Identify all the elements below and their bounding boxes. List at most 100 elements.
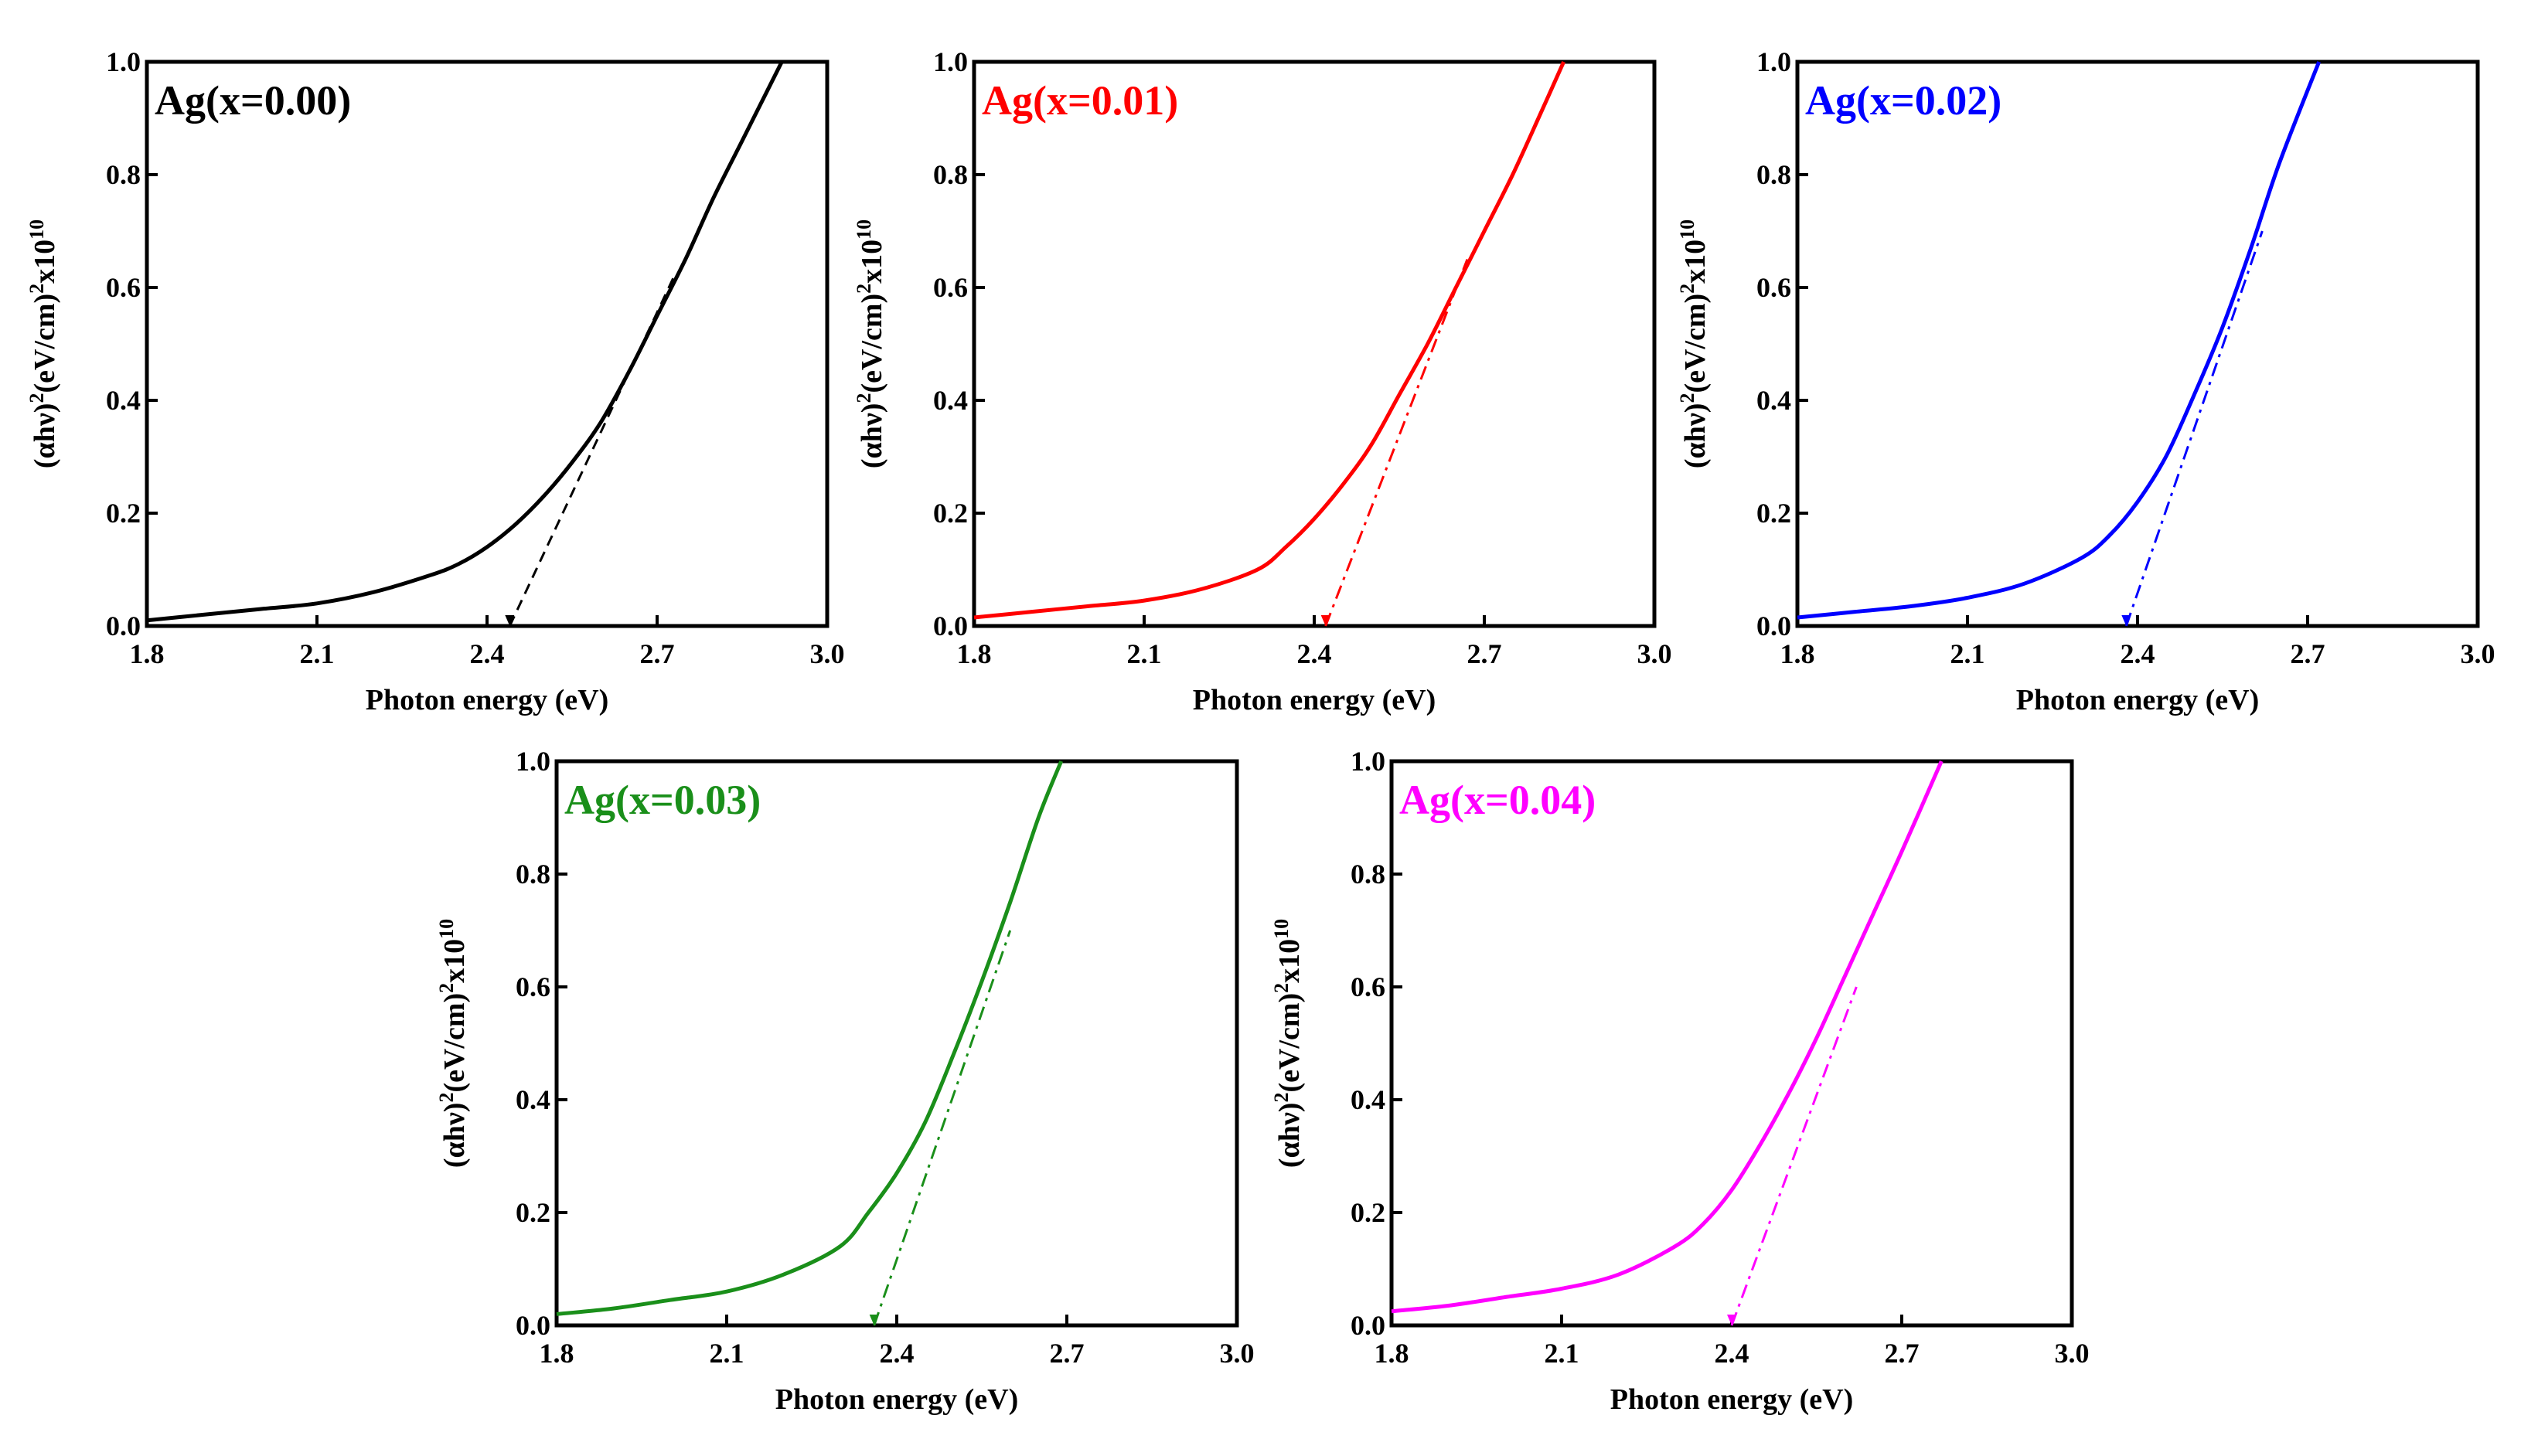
- y-axis-title-text: x10: [1679, 240, 1712, 284]
- y-axis-title: (αhν)2(eV/cm)2x1010: [853, 219, 889, 468]
- y-axis-title-text: (αhν): [438, 1103, 471, 1169]
- y-tick-label: 0.4: [933, 385, 968, 416]
- y-axis-title-text: (eV/cm): [29, 294, 61, 393]
- y-tick-label: 0.4: [106, 385, 141, 416]
- y-axis-title-text: x10: [29, 240, 61, 284]
- intercept-marker: [505, 615, 515, 626]
- y-tick-label: 0.0: [1351, 1310, 1385, 1341]
- y-axis-title-superscript: 10: [435, 919, 458, 939]
- intercept-marker: [869, 1315, 879, 1325]
- absorption-curve: [556, 760, 1064, 1316]
- plot-frame: [972, 60, 1657, 628]
- chart-panel-0: 1.8 2.1 2.4 2.7 3.0 0.0 0.2 0.4 0.6 0.8 1.0 Photon …: [26, 46, 845, 716]
- plot-frame: [1389, 759, 2074, 1328]
- y-tick-label: 0.2: [106, 498, 141, 529]
- linear-fit-line: [1324, 258, 1469, 627]
- chart-panel-1: 1.8 2.1 2.4 2.7 3.0 0.0 0.2 0.4 0.6 0.8 1.0 Photon …: [853, 46, 1672, 716]
- linear-fit-line: [873, 930, 1012, 1326]
- x-tick-label: 2.4: [2121, 638, 2155, 669]
- intercept-marker: [1320, 615, 1330, 626]
- x-axis-title: Photon energy (eV): [2016, 684, 2259, 716]
- y-axis-title: (αhν)2(eV/cm)2x1010: [435, 919, 472, 1168]
- y-axis-title-superscript: 2: [853, 393, 875, 403]
- y-tick-label: 0.8: [516, 859, 550, 890]
- y-tick-label: 1.0: [933, 46, 968, 77]
- x-tick-label: 3.0: [2461, 638, 2495, 669]
- x-tick-label: 2.4: [1297, 638, 1332, 669]
- y-tick-label: 0.6: [106, 272, 141, 303]
- y-tick-label: 0.2: [516, 1197, 550, 1228]
- y-axis-title-superscript: 2: [853, 284, 875, 294]
- plot-frame: [554, 759, 1239, 1328]
- panel-title: Ag(x=0.02): [1805, 77, 2001, 124]
- y-axis-title: (αhν)2(eV/cm)2x1010: [1270, 919, 1306, 1168]
- x-tick-label: 1.8: [957, 638, 992, 669]
- x-tick-label: 2.4: [880, 1338, 915, 1369]
- absorption-curve: [146, 60, 784, 623]
- y-axis-title-text: (αhν): [856, 403, 888, 469]
- x-tick-label: 2.7: [1885, 1338, 1920, 1369]
- y-axis-title-text: (eV/cm): [1273, 993, 1306, 1093]
- x-tick-label: 2.7: [1050, 1338, 1085, 1369]
- x-axis-title: Photon energy (eV): [1610, 1383, 1853, 1416]
- y-tick-label: 0.4: [516, 1084, 550, 1115]
- linear-fit-line: [2124, 230, 2264, 627]
- x-tick-label: 3.0: [1220, 1338, 1255, 1369]
- x-axis-title: Photon energy (eV): [1193, 684, 1436, 716]
- y-axis-title-superscript: 2: [435, 1093, 458, 1103]
- y-axis-title-superscript: 10: [1676, 219, 1698, 240]
- chart-panel-4: 1.8 2.1 2.4 2.7 3.0 0.0 0.2 0.4 0.6 0.8 1.0 Photon …: [1270, 746, 2090, 1416]
- absorption-curve: [1797, 61, 2322, 620]
- intercept-marker: [2121, 615, 2131, 626]
- absorption-curve: [1391, 760, 1944, 1314]
- plot-frame: [145, 60, 830, 628]
- x-tick-label: 2.4: [1715, 1338, 1749, 1369]
- y-axis-title-superscript: 10: [853, 219, 875, 240]
- x-tick-label: 1.8: [1780, 638, 1815, 669]
- y-tick-label: 0.8: [1756, 159, 1791, 190]
- y-axis-title-superscript: 2: [1270, 1093, 1293, 1103]
- x-tick-label: 1.8: [1375, 1338, 1409, 1369]
- x-tick-label: 3.0: [1637, 638, 1672, 669]
- y-axis-title-superscript: 2: [1270, 983, 1293, 993]
- y-tick-label: 0.0: [933, 611, 968, 641]
- panel-title: Ag(x=0.01): [982, 77, 1178, 124]
- x-tick-label: 2.1: [1950, 638, 1985, 669]
- y-axis-title: (αhν)2(eV/cm)2x1010: [1676, 219, 1712, 468]
- y-tick-label: 1.0: [516, 746, 550, 777]
- panel-title: Ag(x=0.04): [1399, 777, 1596, 823]
- y-tick-label: 0.4: [1351, 1084, 1385, 1115]
- y-axis-title-text: x10: [438, 939, 471, 983]
- x-tick-label: 2.1: [710, 1338, 744, 1369]
- y-tick-label: 0.6: [516, 971, 550, 1002]
- y-tick-label: 0.8: [933, 159, 968, 190]
- y-axis-title-superscript: 2: [26, 393, 48, 403]
- y-tick-label: 0.0: [1756, 611, 1791, 641]
- panel-title: Ag(x=0.00): [155, 77, 351, 124]
- y-axis-title-text: (αhν): [29, 403, 61, 469]
- y-tick-label: 0.2: [1351, 1197, 1385, 1228]
- x-tick-label: 2.1: [300, 638, 335, 669]
- y-axis-title-text: x10: [856, 240, 888, 284]
- x-axis-title: Photon energy (eV): [775, 1383, 1018, 1416]
- y-axis-title-superscript: 10: [26, 219, 48, 240]
- y-axis-title-superscript: 2: [1676, 284, 1698, 294]
- y-axis-title-superscript: 2: [435, 983, 458, 993]
- linear-fit-line: [1730, 986, 1858, 1326]
- y-tick-label: 0.6: [1351, 971, 1385, 1002]
- x-axis-title: Photon energy (eV): [366, 684, 608, 716]
- x-tick-label: 2.1: [1127, 638, 1162, 669]
- panel-title: Ag(x=0.03): [564, 777, 761, 823]
- x-tick-label: 3.0: [810, 638, 845, 669]
- x-tick-label: 1.8: [540, 1338, 574, 1369]
- y-tick-label: 0.2: [933, 498, 968, 529]
- y-tick-label: 0.0: [106, 611, 141, 641]
- y-axis-title-superscript: 10: [1270, 919, 1293, 939]
- x-tick-label: 2.1: [1545, 1338, 1579, 1369]
- y-tick-label: 1.0: [1756, 46, 1791, 77]
- y-tick-label: 0.8: [106, 159, 141, 190]
- y-axis-title-text: (eV/cm): [1679, 294, 1712, 393]
- x-tick-label: 2.7: [2291, 638, 2325, 669]
- y-tick-label: 0.4: [1756, 385, 1791, 416]
- plot-frame: [1795, 60, 2480, 628]
